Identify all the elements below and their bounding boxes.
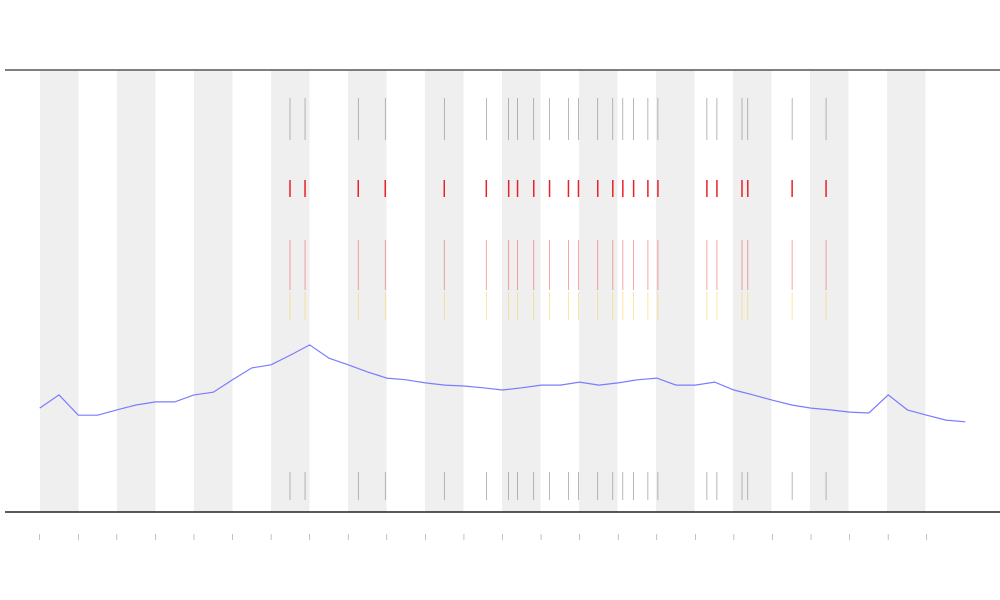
band xyxy=(733,70,772,512)
band xyxy=(810,70,849,512)
band xyxy=(117,70,156,512)
band xyxy=(502,70,541,512)
day-bands xyxy=(40,70,926,512)
band xyxy=(194,70,233,512)
band xyxy=(40,70,79,512)
band xyxy=(348,70,387,512)
band xyxy=(271,70,310,512)
band xyxy=(425,70,464,512)
band xyxy=(656,70,695,512)
band xyxy=(887,70,926,512)
series-line xyxy=(39,344,966,423)
band xyxy=(579,70,618,512)
